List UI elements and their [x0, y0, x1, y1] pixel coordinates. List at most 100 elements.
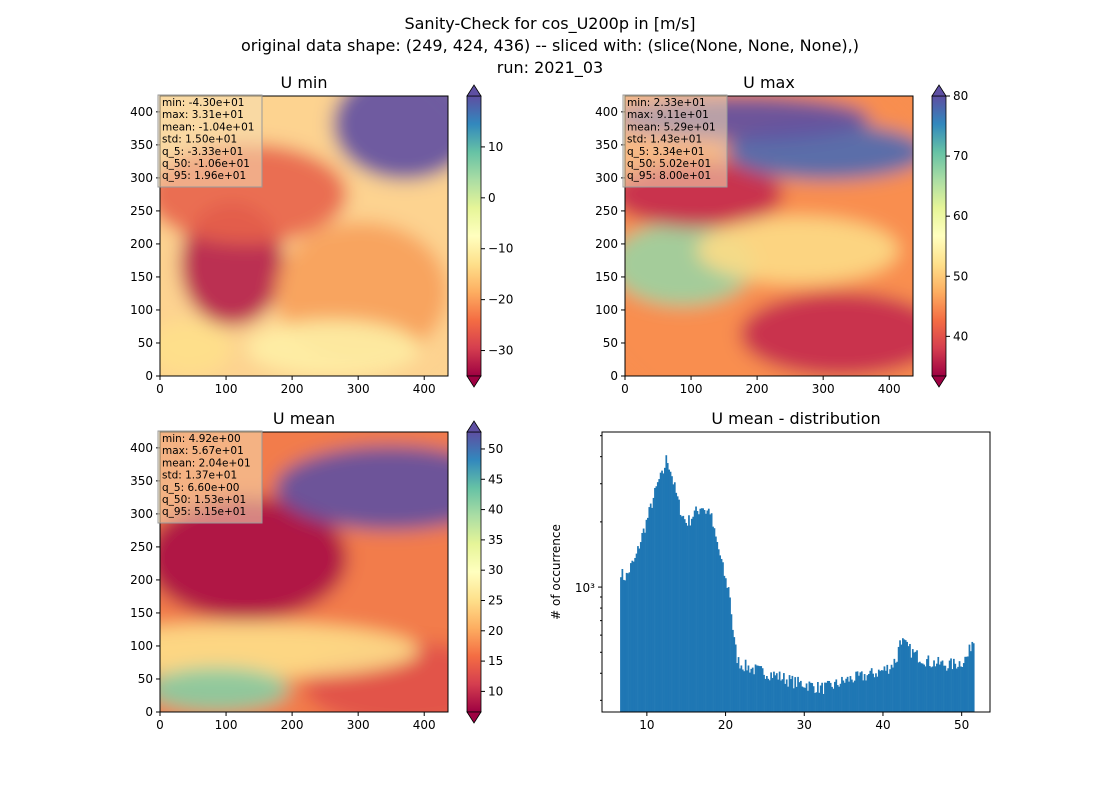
colorbar-tick-label: 40: [953, 329, 968, 343]
histogram-bar: [695, 506, 697, 712]
histogram-bar: [690, 518, 693, 712]
stats-line: min: -4.30e+01: [162, 97, 244, 109]
histogram-bar: [798, 682, 801, 712]
histogram-bar: [671, 476, 673, 712]
histogram-bar: [945, 670, 948, 712]
histogram-bar: [957, 666, 959, 712]
histogram-bar: [790, 679, 792, 712]
histogram-bar: [649, 503, 652, 712]
histogram-bar: [766, 676, 768, 712]
y-tick-label: 150: [130, 606, 153, 620]
histogram-bar: [831, 686, 833, 712]
histogram-bar: [872, 673, 874, 712]
histogram-bar: [730, 614, 733, 712]
histogram-bar: [733, 637, 736, 712]
axes-title: U max: [743, 73, 795, 92]
histogram-bar: [622, 579, 625, 712]
histogram-bar: [841, 676, 843, 712]
histogram-bar: [754, 664, 757, 712]
histogram-bar: [797, 676, 799, 712]
histogram-bar: [808, 681, 811, 712]
histogram-bar: [753, 674, 755, 712]
histogram-bar: [638, 548, 641, 712]
histogram-bar: [897, 646, 900, 712]
axes-frame: [601, 431, 991, 713]
histogram-bar: [870, 668, 873, 712]
histogram-bar: [865, 680, 867, 712]
histogram-bar: [835, 679, 838, 712]
histogram-bar: [656, 482, 659, 712]
histogram-bar: [890, 664, 893, 712]
histogram-bar: [631, 560, 634, 712]
histogram-bar: [887, 673, 890, 712]
histogram-bar: [709, 514, 712, 712]
histogram-bar: [665, 455, 668, 712]
axes-title: U min: [281, 73, 328, 92]
histogram-bar: [805, 683, 808, 712]
histogram-bar: [938, 664, 941, 712]
histogram-bar: [920, 663, 923, 712]
histogram-bar: [904, 640, 907, 712]
histogram-bar: [839, 683, 842, 712]
histogram-bar: [792, 688, 795, 712]
colorbar-tick-label: 35: [488, 533, 503, 547]
histogram-bar: [828, 680, 831, 712]
histogram-bar: [855, 671, 857, 712]
heatmap-image: [160, 96, 448, 376]
histogram-bar: [892, 667, 894, 712]
histogram-bar: [716, 541, 719, 712]
histogram-bar: [873, 677, 876, 712]
y-tick-label: 400: [130, 105, 153, 119]
histogram-bar: [659, 472, 662, 712]
histogram-bar: [783, 673, 785, 712]
histogram-bar: [937, 656, 940, 712]
y-tick-label: 300: [130, 171, 153, 185]
histogram-bars: [620, 455, 975, 712]
histogram-bar: [916, 650, 918, 712]
histogram-bar: [703, 510, 706, 712]
histogram-bar: [639, 542, 642, 712]
histogram-bar: [780, 680, 782, 712]
histogram-bar: [928, 666, 931, 712]
histogram-bar: [863, 674, 866, 712]
histogram-bar: [662, 473, 665, 712]
histogram-bar: [972, 643, 975, 712]
histogram-bar: [947, 668, 950, 712]
histogram-bar: [934, 666, 937, 712]
histogram-bar: [851, 679, 853, 712]
histogram-bar: [773, 671, 775, 712]
colorbar: 40 50 60 70 80: [931, 84, 968, 388]
y-tick-label: 250: [130, 540, 153, 554]
x-tick-label: 300: [812, 382, 835, 396]
histogram-bar: [962, 663, 965, 712]
histogram-bar: [954, 663, 957, 712]
histogram-bar: [970, 651, 972, 712]
colorbar: 10 15 20 25 30 35 40 45 50: [466, 420, 503, 724]
histogram-bar: [960, 666, 962, 712]
histogram-bar: [968, 644, 971, 712]
histogram-bar: [749, 672, 751, 712]
stats-line: std: 1.50e+01: [162, 134, 237, 146]
histogram-bar: [681, 516, 683, 712]
y-tick-label: 150: [130, 270, 153, 284]
histogram-bar: [961, 667, 964, 712]
histogram-bar: [919, 661, 921, 712]
stats-line: q_5: -3.33e+01: [162, 146, 243, 158]
histogram-bar: [825, 682, 828, 712]
stats-line: mean: 2.04e+01: [162, 457, 251, 469]
y-tick-label: 200: [130, 573, 153, 587]
histogram-bar: [740, 665, 743, 712]
stats-line: q_5: 6.60e+00: [162, 482, 239, 494]
histogram-bar: [899, 640, 901, 712]
stats-line: q_95: 8.00e+01: [627, 170, 711, 182]
histogram-bar: [940, 661, 942, 712]
histogram-bar: [832, 688, 835, 712]
histogram-bar: [809, 682, 812, 712]
y-tick-label: 0: [145, 705, 153, 719]
histogram-bar: [829, 682, 832, 712]
histogram-bar: [900, 644, 903, 712]
histogram-bar: [965, 656, 968, 712]
histogram-bar: [824, 682, 826, 712]
